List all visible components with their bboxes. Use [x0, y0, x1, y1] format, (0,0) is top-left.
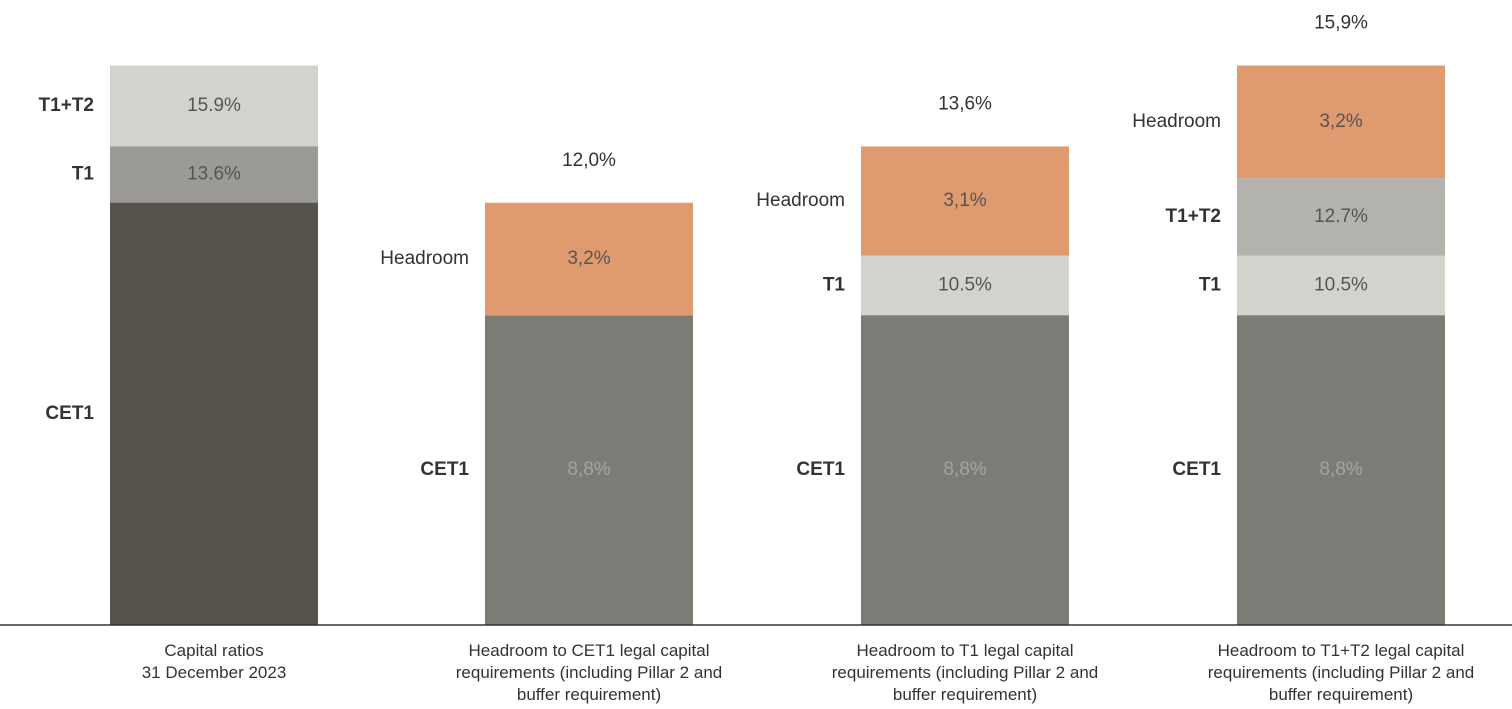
bar-level [861, 315, 1069, 625]
value-label: 10.5% [1314, 274, 1368, 295]
total-label: 13,6% [938, 93, 992, 114]
total-label: 12,0% [562, 150, 616, 171]
level-name: T1+T2 [39, 95, 94, 116]
level-name: CET1 [45, 403, 94, 424]
level-name: CET1 [796, 459, 845, 480]
category-label: Headroom to T1+T2 legal capital requirem… [1207, 641, 1475, 704]
value-label: 3,2% [1319, 111, 1362, 132]
total-label: 15,9% [1314, 13, 1368, 34]
value-label: 3,2% [567, 248, 610, 269]
category-label: Headroom to CET1 legal capital requireme… [455, 641, 723, 704]
value-label: 3,1% [943, 190, 986, 211]
headroom-name: Headroom [1132, 111, 1221, 132]
bar-level [485, 315, 693, 625]
level-name: T1 [72, 164, 95, 185]
value-label: 8,8% [567, 459, 610, 480]
headroom-name: Headroom [756, 190, 845, 211]
level-name: T1+T2 [1166, 206, 1221, 227]
value-label: 10.5% [938, 274, 992, 295]
value-label: 8,8% [943, 459, 986, 480]
level-name: T1 [1199, 274, 1222, 295]
bar-level [1237, 315, 1445, 625]
bar-level [110, 202, 318, 625]
value-label: 15.9% [187, 95, 241, 116]
category-label: Capital ratios 31 December 2023 [141, 641, 287, 682]
headroom-segment [485, 202, 693, 316]
value-label: 8,8% [1319, 459, 1362, 480]
category-label: Headroom to T1 legal capital requirement… [831, 641, 1099, 704]
value-label: 13.6% [187, 164, 241, 185]
headroom-name: Headroom [380, 248, 469, 269]
headroom-segment [861, 146, 1069, 256]
level-name: T1 [823, 274, 846, 295]
level-name: CET1 [1172, 459, 1221, 480]
value-label: 12.7% [1314, 206, 1368, 227]
headroom-segment [1237, 65, 1445, 179]
level-name: CET1 [420, 459, 469, 480]
